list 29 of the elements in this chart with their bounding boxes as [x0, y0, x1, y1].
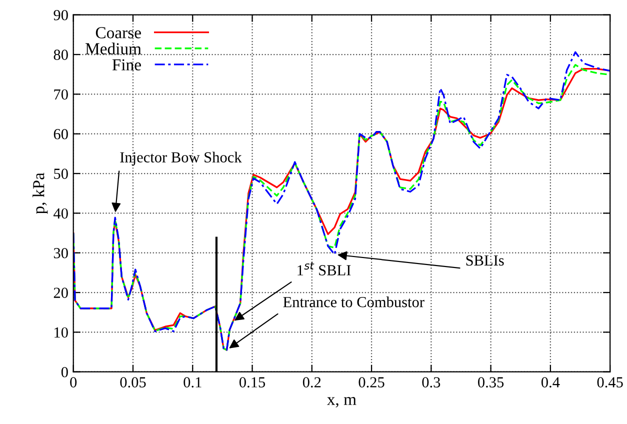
x-tick-label: 0.4 [541, 377, 560, 388]
legend-label: Fine [112, 59, 141, 70]
annotation: Entrance to Combustor [283, 296, 424, 308]
y-tick-label: 80 [54, 50, 68, 60]
y-tick-label: 0 [61, 366, 68, 378]
x-tick-label: 0.45 [597, 377, 623, 388]
y-tick-label: 10 [54, 327, 68, 338]
x-tick-label: 0.15 [239, 377, 266, 388]
annotation: SBLIs [466, 255, 504, 266]
x-tick-label: 0.05 [120, 377, 146, 388]
annotation: 1$^{st}$ SBLI [298, 262, 351, 276]
x-tick-label: 0.2 [302, 377, 321, 388]
annotation: Injector Bow Shock [120, 152, 242, 166]
x-tick-label: 0.1 [184, 377, 202, 388]
x-tick-label: 0.3 [422, 377, 440, 388]
y-tick-label: 60 [54, 128, 68, 140]
x-axis-title: x, m [327, 397, 356, 408]
y-tick-label: 20 [54, 288, 68, 298]
y-tick-label: 30 [54, 248, 68, 258]
legend-label: Medium [86, 42, 142, 54]
y-axis-title: p, kPa [32, 172, 48, 214]
y-tick-label: 50 [54, 168, 68, 179]
y-tick-label: 40 [54, 208, 68, 219]
x-tick-label: 0 [70, 377, 77, 388]
y-tick-label: 70 [54, 89, 68, 100]
y-tick-label: 90 [54, 10, 68, 20]
legend-label: Coarse [96, 27, 141, 38]
x-tick-label: 0.25 [358, 377, 384, 388]
x-tick-label: 0.35 [478, 377, 504, 388]
